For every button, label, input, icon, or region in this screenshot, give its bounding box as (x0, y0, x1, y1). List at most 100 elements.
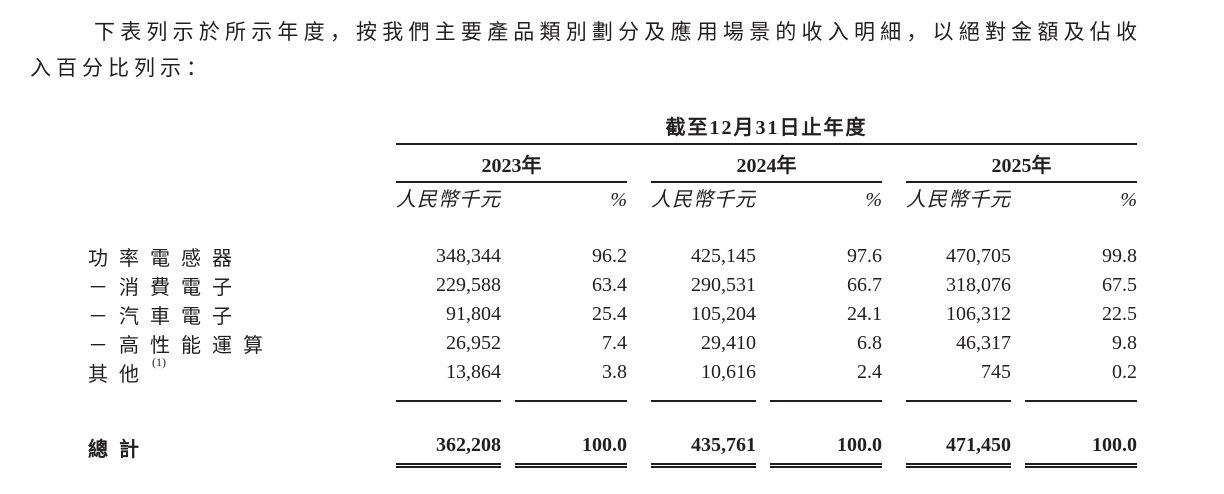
rule-segment (396, 387, 501, 402)
spacer-cell (627, 329, 651, 358)
spacer-cell (501, 271, 515, 300)
spacer-cell (88, 182, 396, 218)
spacer-cell (1011, 387, 1025, 401)
rule-segment (906, 387, 1011, 402)
spacer-cell (1011, 182, 1025, 218)
spacer-cell (882, 429, 906, 465)
spacer-cell (756, 329, 770, 358)
total-label: 總計 (88, 438, 150, 461)
table-row-others: 其他(1) 13,864 3.8 10,616 2.4 745 0.2 (88, 355, 1137, 387)
amount-2023: 229,588 (436, 274, 501, 296)
row-label: 功率電感器 (88, 248, 243, 270)
unit-label-2023: 人民幣千元 (396, 189, 501, 211)
row-label: 其他(1) (88, 355, 396, 387)
percent-2025: 9.8 (1112, 332, 1138, 354)
amount-2024: 105,204 (691, 303, 756, 325)
amount-2023: 26,952 (446, 332, 501, 354)
amount-2024: 290,531 (691, 274, 756, 296)
spacer-cell (882, 358, 906, 387)
spacer-cell (627, 144, 651, 182)
spacer-cell (882, 300, 906, 329)
amount-2023: 91,804 (446, 303, 501, 325)
spacer-cell (627, 429, 651, 465)
subtotal-rule-row (88, 387, 1138, 402)
spacer-cell (882, 329, 906, 358)
spacer-cell (756, 242, 770, 271)
spacer-cell (882, 242, 906, 271)
unit-label-2024: 人民幣千元 (651, 189, 756, 211)
period-header: 截至12月31日止年度 (396, 108, 1138, 145)
spacer-cell (627, 242, 651, 271)
spacer-cell (1011, 429, 1025, 465)
total-amount-2025: 471,450 (906, 429, 1011, 468)
percent-2025: 22.5 (1102, 303, 1138, 325)
unit-label-2025: 人民幣千元 (906, 189, 1011, 211)
row-label: －汽車電子 (88, 306, 243, 328)
percent-label-2024: % (865, 189, 882, 211)
spacer-cell (1011, 242, 1025, 271)
amount-2023: 348,344 (436, 245, 501, 267)
year-header-2023: 2023年 (396, 144, 627, 183)
percent-2024: 24.1 (847, 303, 882, 325)
row-label-text: 其他 (88, 364, 150, 386)
spacer-row (88, 401, 1137, 429)
row-label: －消費電子 (88, 277, 243, 299)
table-row-automotive-electronics: －汽車電子 91,804 25.4 105,204 24.1 106,312 2… (88, 300, 1137, 329)
table-row-power-inductors: 功率電感器 348,344 96.2 425,145 97.6 470,705 … (88, 242, 1137, 271)
percent-2025: 67.5 (1102, 274, 1138, 296)
table-row-consumer-electronics: －消費電子 229,588 63.4 290,531 66.7 318,076 … (88, 271, 1137, 300)
spacer-cell (1011, 329, 1025, 358)
total-percent-2023: 100.0 (515, 429, 627, 468)
spacer-cell (501, 300, 515, 329)
total-percent-2025: 100.0 (1025, 429, 1138, 468)
percent-label-2025: % (1120, 189, 1138, 211)
table-row-high-performance-computing: －高性能運算 26,952 7.4 29,410 6.8 46,317 9.8 (88, 329, 1137, 358)
amount-2025: 318,076 (946, 274, 1011, 296)
spacer-cell (882, 182, 906, 218)
spacer-cell (756, 182, 770, 218)
spacer-cell (501, 358, 515, 387)
spacer-cell (88, 401, 1137, 429)
percent-2023: 63.4 (592, 274, 627, 296)
row-label: －高性能運算 (88, 335, 274, 357)
spacer-cell (882, 271, 906, 300)
percent-2024: 97.6 (847, 245, 882, 267)
spacer-cell (501, 182, 515, 218)
footnote-ref: (1) (152, 355, 166, 370)
intro-paragraph: 下表列示於所示年度，按我們主要產品類別劃分及應用場景的收入明細，以絕對金額及佔收… (30, 20, 1142, 80)
percent-2023: 25.4 (592, 303, 627, 325)
total-amount-2023: 362,208 (396, 429, 501, 468)
spacer-cell (1011, 271, 1025, 300)
spacer-cell (88, 387, 396, 401)
amount-2025: 745 (981, 361, 1011, 383)
spacer-cell (501, 387, 515, 401)
spacer-cell (501, 242, 515, 271)
percent-2024: 66.7 (847, 274, 882, 296)
spacer-cell (501, 429, 515, 465)
year-header-row: 2023年 2024年 2025年 (88, 144, 1138, 183)
amount-2023: 13,864 (446, 361, 501, 383)
amount-2024: 425,145 (691, 245, 756, 267)
spacer-cell (88, 144, 396, 182)
percent-2023: 96.2 (592, 245, 627, 267)
spacer-row (88, 218, 1137, 242)
spacer-cell (627, 300, 651, 329)
year-header-2025: 2025年 (906, 144, 1138, 183)
spacer-cell (756, 387, 770, 401)
rule-segment (515, 387, 627, 402)
rule-segment (1025, 387, 1138, 402)
spacer-cell (1011, 300, 1025, 329)
percent-2024: 6.8 (857, 332, 882, 354)
spacer-cell (627, 182, 651, 218)
revenue-breakdown-table: 截至12月31日止年度 2023年 2024年 2025年 人民幣千元 % 人民… (88, 108, 1138, 468)
amount-2025: 106,312 (946, 303, 1011, 325)
amount-2024: 10,616 (701, 361, 756, 383)
spacer-cell (756, 358, 770, 387)
spacer-cell (756, 429, 770, 465)
spacer-cell (627, 387, 651, 401)
spacer-cell (1011, 358, 1025, 387)
percent-2024: 2.4 (857, 361, 882, 383)
spacer-cell (756, 300, 770, 329)
amount-2025: 46,317 (956, 332, 1011, 354)
spacer-cell (627, 358, 651, 387)
